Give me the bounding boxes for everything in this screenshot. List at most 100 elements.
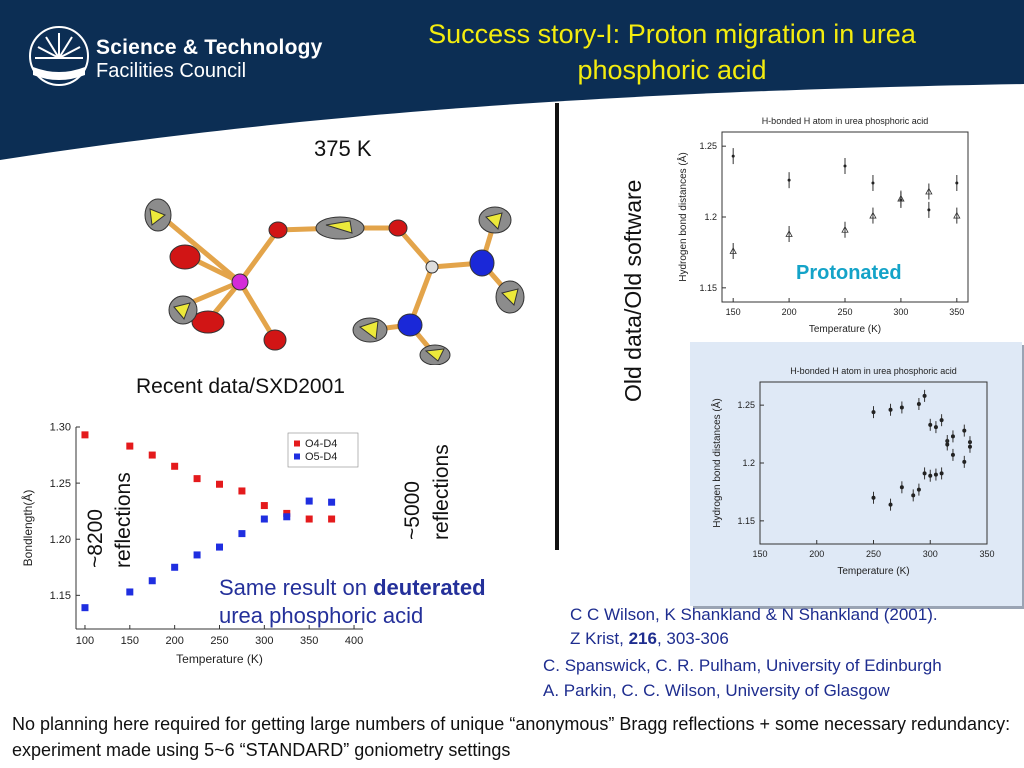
header-banner: Science & Technology Facilities Council … (0, 0, 1024, 160)
citation-line-3: C. Spanswick, C. R. Pulham, University o… (543, 656, 942, 675)
x-tick-label: 200 (165, 635, 183, 647)
data-point (939, 471, 944, 476)
data-point (260, 515, 268, 523)
data-point (928, 422, 933, 427)
x-tick-label: 250 (866, 549, 881, 559)
y-tick-label: 1.2 (742, 458, 755, 468)
data-point (933, 472, 938, 477)
citation-line-2: Z Krist, 216, 303-306 (570, 629, 729, 649)
x-axis-label: Temperature (K) (837, 566, 909, 577)
protonated-chart: 150 200 250 300 350 1.15 1.2 1.25 H-bonded H ato… (676, 116, 969, 335)
y-tick-label: 1.30 (50, 422, 71, 434)
logo-line-1: Science & Technology (96, 36, 323, 59)
data-point (953, 211, 961, 219)
data-point (216, 480, 223, 488)
data-point (911, 493, 916, 498)
data-point (922, 471, 927, 476)
x-axis-label: Temperature (K) (809, 324, 881, 335)
x-tick-label: 150 (752, 549, 767, 559)
deuterated-note-suffix: urea phosphoric acid (219, 603, 424, 628)
data-point (148, 577, 156, 585)
data-point (950, 452, 955, 457)
x-tick-label: 300 (923, 549, 938, 559)
stfc-logo-icon (29, 26, 89, 86)
x-tick-label: 200 (782, 307, 797, 317)
data-point (305, 497, 313, 505)
data-point (871, 495, 876, 500)
data-point (841, 225, 849, 233)
legend-label: O5-D4 (305, 451, 337, 463)
bondlength-chart: 100 150 200 250 300 350 400 1.15 1.20 1.25 1.30 Tem… (20, 422, 363, 666)
y-axis-label: Bondlength(Å) (20, 490, 35, 567)
citation-line-4: A. Parkin, C. C. Wilson, University of G… (543, 681, 890, 700)
logo-line-2: Facilities Council (96, 60, 247, 82)
data-point (888, 407, 893, 412)
legend-marker (294, 440, 300, 447)
data-point (305, 515, 313, 523)
molecule-structure-image (144, 198, 525, 365)
data-point (869, 211, 877, 219)
y-tick-label: 1.20 (50, 534, 71, 546)
y-axis-label: Hydrogen bond distances (Å) (710, 398, 723, 528)
citation-volume: 216 (628, 629, 657, 648)
data-point (193, 475, 201, 483)
vertical-divider (555, 103, 559, 550)
x-tick-label: 200 (809, 549, 824, 559)
x-tick-label: 350 (979, 549, 994, 559)
data-point (785, 230, 793, 237)
data-point (871, 181, 875, 185)
old-data-label: Old data/Old software (620, 179, 646, 402)
x-tick-label: 350 (949, 307, 964, 317)
data-point (787, 178, 791, 182)
data-point (933, 425, 938, 430)
data-point (888, 502, 893, 507)
chart-title: H-bonded H atom in urea phosphoric acid (790, 366, 957, 376)
data-point (171, 563, 179, 571)
data-point (927, 208, 931, 212)
citation-line-1: C C Wilson, K Shankland & N Shankland (2… (570, 605, 938, 624)
data-point (193, 551, 201, 559)
data-point (81, 431, 89, 439)
data-point (967, 444, 972, 449)
protonated-label: Protonated (796, 262, 902, 284)
data-point (939, 418, 944, 423)
data-point (328, 498, 336, 506)
legend-box (287, 432, 359, 468)
reflections-5000-count: ~5000 (401, 481, 424, 540)
data-point (916, 401, 921, 406)
citation-journal: Z Krist, (570, 629, 629, 648)
x-tick-label: 150 (121, 635, 139, 647)
data-point (126, 442, 134, 450)
x-tick-label: 300 (893, 307, 908, 317)
data-point (238, 530, 246, 538)
x-tick-label: 250 (837, 307, 852, 317)
y-axis-label: Hydrogen bond distances (Å) (676, 152, 689, 282)
data-point (928, 473, 933, 478)
reflections-5000-label: reflections (430, 444, 453, 540)
x-tick-label: 150 (726, 307, 741, 317)
deuterated-note-prefix: Same result on (219, 575, 374, 600)
y-tick-label: 1.25 (737, 400, 755, 410)
chart-title: H-bonded H atom in urea phosphoric acid (762, 116, 929, 126)
citation-pages: , 303-306 (656, 629, 729, 648)
y-tick-label: 1.25 (50, 478, 71, 490)
data-point (729, 247, 737, 254)
temperature-label: 375 K (314, 136, 372, 161)
footer-note: No planning here required for getting la… (12, 714, 1011, 760)
x-tick-label: 250 (210, 635, 228, 647)
legend-label: O4-D4 (305, 438, 337, 450)
x-axis-label: Temperature (K) (176, 652, 263, 666)
recent-data-caption: Recent data/SXD2001 (136, 375, 345, 398)
x-tick-label: 350 (300, 635, 318, 647)
y-tick-label: 1.15 (699, 283, 717, 293)
y-tick-label: 1.25 (699, 141, 717, 151)
data-point (328, 515, 336, 523)
data-point (922, 393, 927, 398)
data-point (897, 194, 905, 202)
y-tick-label: 1.15 (737, 516, 755, 526)
data-point (283, 513, 291, 521)
data-point (171, 462, 179, 470)
data-point (925, 187, 933, 195)
x-tick-label: 400 (345, 635, 363, 647)
x-tick-label: 300 (255, 635, 273, 647)
